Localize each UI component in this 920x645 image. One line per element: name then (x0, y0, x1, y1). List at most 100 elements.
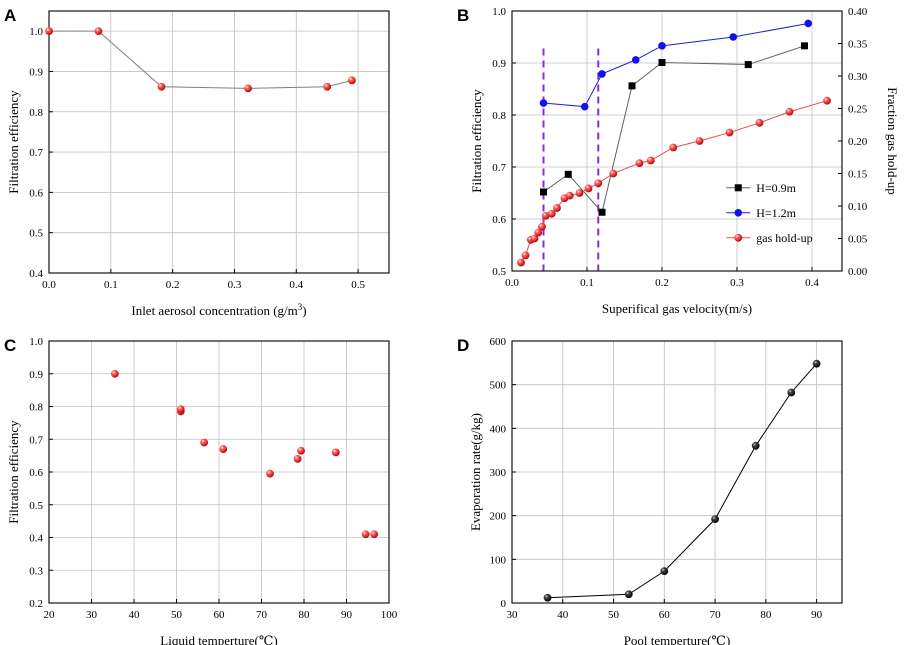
x-axis-title: Superifical gas velocity(m/s) (602, 301, 752, 316)
y2-tick-label: 0.30 (848, 71, 868, 83)
data-point (734, 209, 743, 217)
x-tick-label: 40 (557, 609, 569, 621)
data-point (370, 530, 379, 539)
x-axis-title: Liquid temperture(℃) (160, 633, 277, 645)
y2-axis-title: Fraction gas hold-up (885, 87, 900, 195)
data-point (812, 359, 821, 368)
x-tick-label: 60 (659, 609, 671, 621)
y-tick-label: 0.5 (29, 228, 43, 240)
y-tick-label: 0 (501, 598, 507, 610)
data-point (539, 99, 548, 107)
data-point (594, 179, 603, 188)
x-axis-title: Inlet aerosol concentration (g/m3) (131, 302, 306, 318)
panel-a: A 0.0 0.1 0.2 0.3 0.4 0.5 0.4 0.5 0.6 0.7 0.8 0.9 1.0… (4, 6, 390, 318)
data-point (176, 405, 185, 414)
x-tick-label: 0.0 (505, 277, 519, 289)
x-tick-label: 0.3 (730, 277, 744, 289)
y2-tick-label: 0.05 (848, 234, 868, 246)
data-point (734, 233, 743, 242)
data-point (729, 33, 738, 41)
x-tick-label: 0.1 (104, 279, 118, 291)
data-point (94, 27, 103, 36)
series-line (543, 22, 809, 108)
data-point (635, 159, 644, 168)
data-point (361, 530, 370, 539)
y2-tick-label: 0.25 (848, 104, 868, 116)
x-tick-label: 70 (256, 609, 268, 621)
legend-label: gas hold-up (756, 231, 812, 245)
data-point (580, 102, 589, 111)
data-point (219, 445, 228, 453)
y-axis-title: Filtration efficiency (469, 89, 484, 193)
x-tick-label: 50 (171, 609, 183, 621)
panel-c: C 20 30 40 50 60 70 80 90 100 0.2 0.3 0.4 0.5 0.6 0.7 0.… (4, 336, 398, 645)
data-point (331, 448, 340, 457)
x-tick-label: 90 (811, 609, 823, 621)
y-tick-label: 0.3 (29, 565, 43, 577)
x-axis-title: Pool temperture(℃) (624, 633, 731, 645)
y-axis-title: Evaporation rate(g/kg) (468, 413, 483, 531)
panel-label: C (4, 336, 16, 355)
y-tick-label: 1.0 (29, 336, 43, 348)
data-point (297, 446, 305, 455)
data-point (598, 70, 606, 78)
data-point (348, 76, 356, 85)
y-tick-label: 0.5 (29, 500, 43, 512)
data-point (801, 42, 808, 50)
y-axis-title: Filtration efficiency (6, 420, 21, 524)
y-tick-label: 0.5 (492, 266, 506, 278)
x-tick-label: 0.2 (166, 279, 180, 291)
plot-frame (511, 10, 843, 272)
y2-tick-label: 0.20 (848, 136, 868, 148)
y-tick-label: 0.8 (492, 110, 506, 122)
data-point (266, 469, 274, 478)
x-tick-label: 20 (44, 609, 56, 621)
y2-tick-label: 0.15 (848, 169, 868, 181)
y2-tick-label: 0.35 (848, 39, 868, 51)
x-tick-label: 0.2 (655, 277, 669, 289)
x-tick-label: 60 (214, 609, 226, 621)
data-point (725, 128, 734, 137)
data-point (734, 184, 742, 192)
legend-label: H=0.9m (756, 181, 796, 195)
x-tick-label: 0.1 (580, 277, 594, 289)
data-point (711, 515, 719, 524)
y2-tick-label: 0.00 (848, 266, 868, 278)
y-tick-label: 300 (490, 467, 507, 479)
plot-frame (48, 10, 390, 274)
plot-frame (511, 340, 843, 604)
data-point (530, 234, 539, 243)
y-tick-label: 0.8 (29, 402, 43, 414)
data-point (564, 170, 572, 178)
data-point (646, 156, 655, 165)
data-point (628, 82, 636, 90)
data-point (584, 184, 593, 193)
series-line (49, 30, 353, 89)
y-axis-title: Filtration efficiency (6, 90, 21, 194)
data-point (660, 567, 669, 576)
panel-label: A (4, 6, 16, 25)
y-tick-label: 1.0 (29, 26, 43, 38)
data-point (609, 169, 618, 178)
y-tick-label: 0.9 (29, 66, 43, 78)
data-point (695, 137, 704, 145)
x-tick-label: 90 (341, 609, 353, 621)
x-tick-label: 80 (299, 609, 311, 621)
data-point (543, 593, 552, 602)
data-point (751, 441, 760, 450)
x-tick-label: 100 (381, 609, 398, 621)
data-point (624, 590, 633, 599)
panel-d: D 30 40 50 60 70 80 90 0 100 200 300 400 500 600 Pool t… (457, 336, 843, 645)
y-tick-label: 0.2 (29, 598, 43, 610)
data-point (553, 204, 561, 212)
data-point (804, 19, 813, 28)
data-point (540, 188, 547, 196)
x-tick-label: 40 (129, 609, 141, 621)
x-tick-label: 50 (608, 609, 620, 621)
data-point (45, 27, 53, 36)
data-point (534, 228, 543, 237)
data-point (547, 209, 556, 218)
y-tick-label: 500 (490, 380, 507, 392)
x-tick-label: 0.3 (228, 279, 242, 291)
